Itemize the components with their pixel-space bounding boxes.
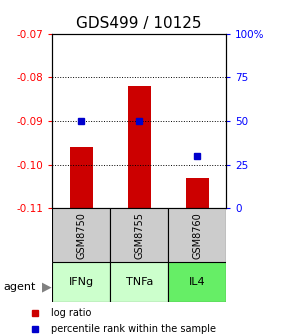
FancyBboxPatch shape bbox=[52, 262, 110, 302]
Text: agent: agent bbox=[3, 282, 35, 292]
Text: GSM8760: GSM8760 bbox=[192, 212, 202, 259]
FancyBboxPatch shape bbox=[168, 262, 226, 302]
Text: IL4: IL4 bbox=[189, 277, 206, 287]
Text: TNFa: TNFa bbox=[126, 277, 153, 287]
FancyBboxPatch shape bbox=[52, 208, 110, 262]
FancyBboxPatch shape bbox=[110, 262, 168, 302]
Text: log ratio: log ratio bbox=[51, 308, 91, 318]
FancyBboxPatch shape bbox=[110, 208, 168, 262]
Bar bbox=[128, 86, 151, 221]
Title: GDS499 / 10125: GDS499 / 10125 bbox=[77, 16, 202, 31]
Bar bbox=[186, 178, 209, 208]
FancyBboxPatch shape bbox=[168, 208, 226, 262]
Text: percentile rank within the sample: percentile rank within the sample bbox=[51, 324, 216, 334]
Text: GSM8755: GSM8755 bbox=[134, 212, 144, 259]
Bar bbox=[70, 147, 93, 208]
Text: GSM8750: GSM8750 bbox=[76, 212, 86, 259]
Text: IFNg: IFNg bbox=[69, 277, 94, 287]
Text: ▶: ▶ bbox=[42, 281, 52, 294]
